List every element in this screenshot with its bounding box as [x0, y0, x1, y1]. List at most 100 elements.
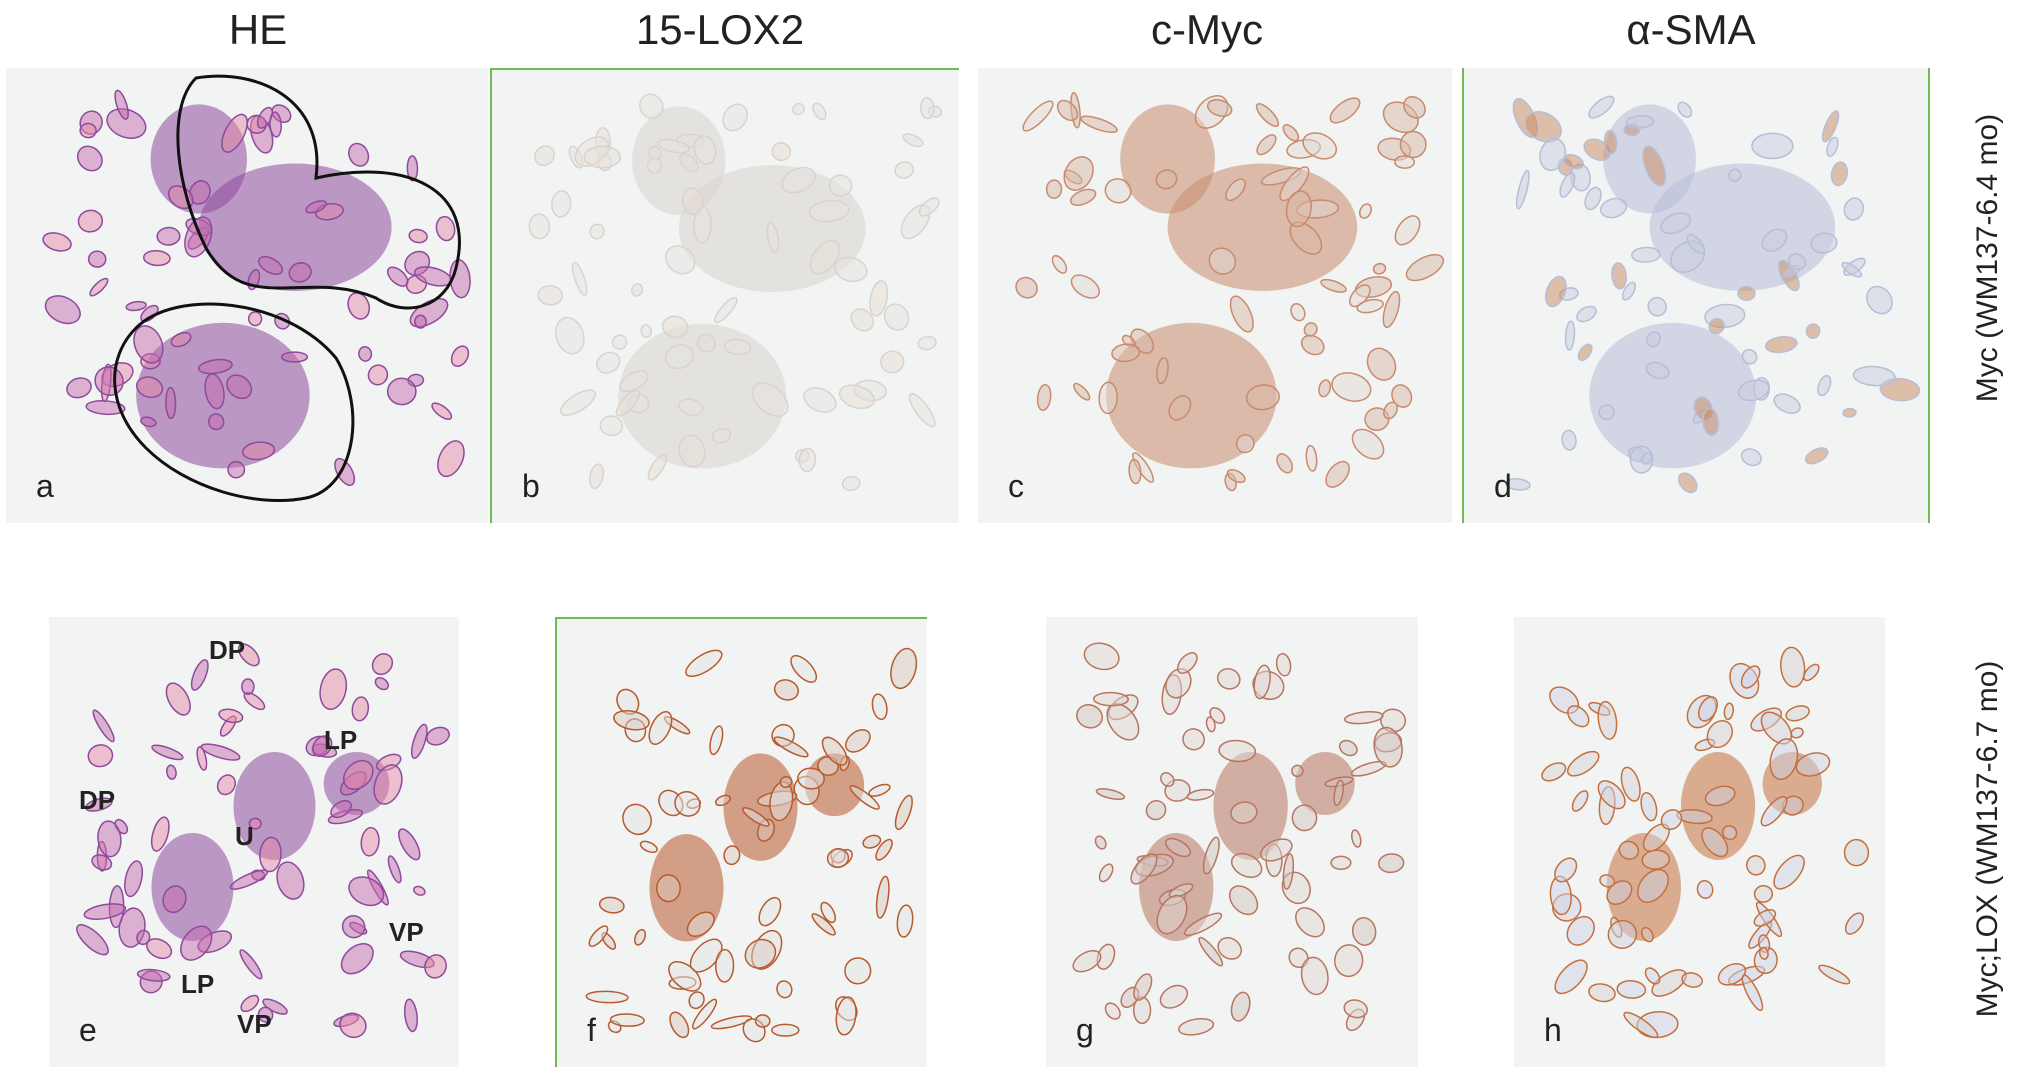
gland	[639, 839, 659, 854]
gland	[905, 390, 939, 430]
gland	[77, 209, 104, 234]
gland	[1842, 910, 1867, 937]
gland	[1254, 132, 1279, 158]
gland	[1350, 829, 1362, 848]
gland	[1843, 408, 1856, 417]
panel: b	[490, 68, 959, 523]
gland	[1215, 666, 1243, 692]
gland	[1050, 253, 1070, 275]
gland	[122, 859, 146, 898]
gland	[598, 896, 625, 915]
gland	[599, 415, 623, 437]
gland	[1542, 274, 1570, 310]
gland	[588, 463, 605, 490]
gland	[810, 101, 828, 122]
gland	[1081, 639, 1121, 673]
gland	[41, 290, 85, 328]
gland	[1739, 446, 1764, 469]
gland	[1844, 839, 1869, 866]
panel: f	[555, 617, 927, 1067]
gland	[1565, 321, 1576, 350]
gland	[1574, 303, 1599, 324]
gland	[1380, 290, 1403, 329]
gland	[157, 227, 180, 245]
gland	[887, 646, 921, 691]
gland	[72, 920, 112, 959]
gland	[1752, 133, 1793, 158]
gland	[557, 385, 599, 420]
gland	[161, 679, 195, 719]
gland	[406, 293, 452, 332]
region-label: LP	[181, 969, 214, 1000]
panel-letter: e	[79, 1012, 97, 1049]
gland	[880, 350, 905, 374]
gland	[1372, 262, 1386, 275]
gland	[1156, 981, 1191, 1013]
row-label: Myc (WM137-6.4 mo)	[1971, 114, 2005, 402]
gland	[1596, 700, 1619, 740]
gland	[551, 314, 588, 357]
panel-letter: d	[1494, 468, 1512, 505]
gland	[242, 679, 254, 694]
gland	[1224, 881, 1263, 920]
gland	[1644, 294, 1670, 320]
gland	[360, 827, 380, 857]
gland	[373, 675, 390, 692]
gland	[1036, 384, 1052, 411]
gland	[1400, 131, 1427, 159]
panel-letter: g	[1076, 1012, 1094, 1049]
gland	[1096, 787, 1126, 802]
gland	[1561, 430, 1577, 451]
gland	[1290, 902, 1330, 942]
gland	[1302, 321, 1319, 339]
gland	[645, 708, 677, 747]
gland	[1745, 854, 1768, 877]
gland	[1326, 94, 1363, 128]
gland	[1638, 791, 1659, 822]
tissue-image	[1464, 68, 1928, 523]
gland	[415, 315, 427, 328]
figure: HE 15-LOX2 c-Myc α-SMA Myc (WM137-6.4 mo…	[0, 0, 2018, 1067]
panel-letter: f	[587, 1012, 596, 1049]
row-label: Myc;LOX (WM137-6.7 mo)	[1971, 661, 2005, 1018]
gland	[1329, 369, 1374, 406]
gland	[529, 214, 550, 240]
gland	[88, 276, 110, 298]
gland	[1784, 703, 1811, 723]
gland	[434, 215, 457, 242]
gland	[424, 724, 451, 747]
gland	[1378, 853, 1404, 873]
gland	[842, 725, 875, 756]
gland	[775, 979, 794, 999]
gland	[612, 708, 650, 733]
gland	[1351, 916, 1378, 947]
gland	[715, 949, 733, 982]
region-label: VP	[237, 1009, 272, 1040]
gland	[1805, 323, 1821, 340]
gland	[1816, 374, 1834, 397]
gland	[1611, 262, 1628, 289]
gland	[1586, 93, 1617, 122]
gland	[893, 160, 915, 180]
gland	[1539, 759, 1569, 784]
tissue-image	[6, 68, 488, 523]
gland	[1569, 788, 1590, 813]
column-header: c-Myc	[1151, 6, 1263, 54]
gland	[1097, 862, 1116, 884]
gland	[1817, 962, 1852, 987]
panel-letter: a	[36, 468, 54, 505]
gland	[1564, 747, 1603, 781]
gland	[1058, 152, 1098, 196]
gland	[1550, 955, 1593, 999]
gland	[640, 324, 652, 338]
gland	[448, 343, 472, 369]
gland	[395, 826, 424, 863]
gland	[351, 696, 370, 722]
gland	[917, 335, 937, 351]
tissue-image	[1046, 617, 1418, 1067]
gland	[870, 693, 889, 721]
gland	[1723, 703, 1734, 720]
gland	[538, 285, 563, 305]
gland	[1819, 109, 1841, 144]
gland	[1357, 202, 1373, 220]
